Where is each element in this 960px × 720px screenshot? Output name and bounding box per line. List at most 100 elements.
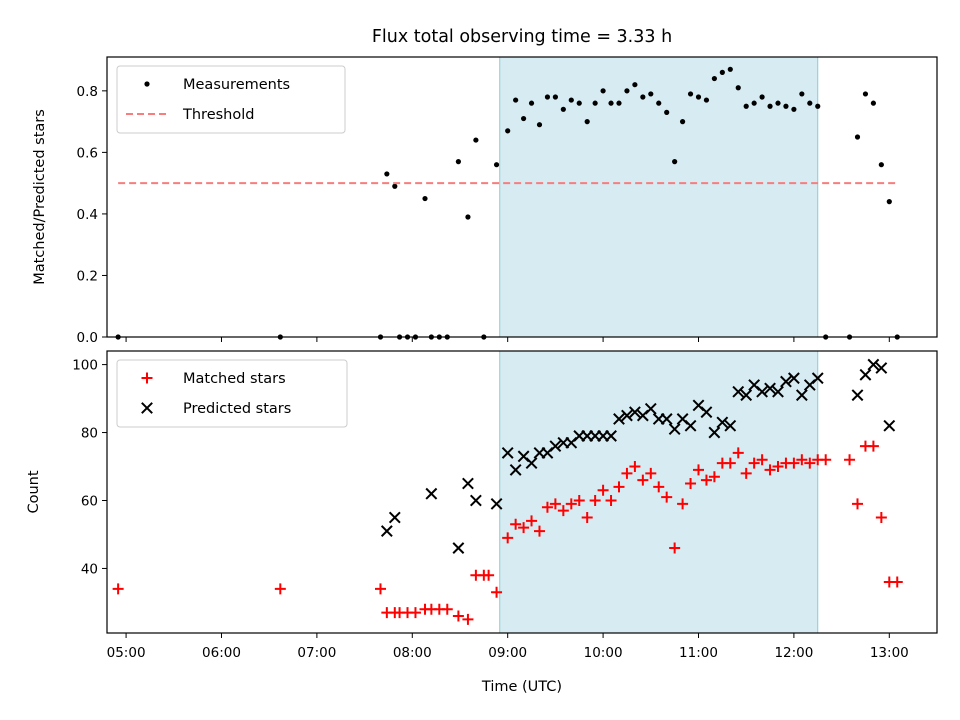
data-point [764, 382, 776, 395]
data-point [677, 498, 689, 510]
data-point [452, 542, 465, 554]
data-point [624, 88, 630, 94]
data-point [628, 406, 641, 419]
data-point [536, 122, 543, 128]
data-point [844, 454, 856, 466]
data-point [759, 94, 765, 100]
data-point [597, 484, 609, 496]
data-point [883, 419, 896, 432]
legend-marker [141, 372, 153, 384]
x-tick-label: 07:00 [297, 645, 336, 661]
data-point [787, 372, 800, 385]
legend: Measurements Threshold [116, 65, 346, 134]
data-point [708, 426, 721, 439]
data-point [811, 372, 824, 385]
data-point [756, 385, 769, 398]
data-point [661, 491, 673, 503]
data-point [462, 477, 474, 490]
data-point [573, 494, 585, 506]
data-point [867, 358, 880, 371]
data-point [589, 494, 601, 506]
data-point [565, 498, 577, 510]
data-point [274, 583, 286, 595]
y-tick-label: 100 [72, 358, 98, 374]
data-point [875, 511, 887, 523]
legend-label: Threshold [182, 107, 254, 123]
data-point [510, 518, 522, 530]
data-point [422, 195, 428, 202]
y-tick-label: 0.6 [77, 145, 98, 161]
data-point [791, 106, 797, 112]
data-point [645, 467, 657, 479]
data-point [700, 474, 712, 486]
data-point [687, 91, 694, 97]
x-tick-label: 05:00 [107, 645, 146, 661]
data-point [767, 103, 773, 109]
data-point [469, 494, 482, 507]
data-point [775, 100, 781, 106]
data-point [703, 97, 710, 103]
data-point [851, 498, 863, 510]
data-point [664, 109, 670, 115]
x-tick-label: 13:00 [870, 645, 909, 661]
y-tick-label: 0.8 [77, 84, 98, 100]
data-point [600, 88, 606, 94]
data-point [557, 505, 569, 517]
data-point [724, 457, 736, 469]
data-point [513, 97, 519, 103]
y-axis-label: Count [26, 470, 42, 513]
data-point [483, 569, 495, 581]
data-point [549, 498, 561, 510]
data-point [520, 115, 527, 122]
data-point [788, 457, 800, 469]
data-point [592, 100, 598, 106]
x-tick-label: 11:00 [679, 645, 718, 661]
data-point [374, 583, 386, 595]
y-tick-label: 0.4 [77, 207, 98, 223]
data-point [756, 454, 768, 466]
data-point [772, 461, 784, 473]
top-panel: 0.0 0.2 0.4 0.6 0.8 Matched/Predicted stars Fl… [32, 27, 938, 346]
data-point [708, 471, 720, 483]
data-point [751, 100, 757, 106]
data-point [584, 119, 590, 125]
series-predicted-stars [380, 358, 896, 554]
legend-label: Measurements [183, 77, 290, 93]
data-point [867, 440, 879, 452]
data-point [640, 94, 646, 100]
data-point [804, 457, 816, 469]
y-tick-label: 0.2 [77, 268, 98, 284]
legend-marker [144, 81, 150, 87]
data-point [441, 603, 453, 615]
data-point [796, 454, 808, 466]
data-point [886, 199, 892, 205]
data-point [576, 100, 582, 106]
axes-frame [106, 350, 938, 634]
data-point [629, 461, 641, 473]
data-point [669, 542, 681, 554]
x-tick-label: 08:00 [393, 645, 432, 661]
data-point [509, 464, 522, 476]
data-point [552, 94, 558, 100]
data-point [684, 419, 697, 432]
legend-box [116, 359, 348, 428]
data-point [608, 100, 614, 106]
data-point [724, 419, 737, 432]
data-point [621, 467, 633, 479]
x-tick-label: 09:00 [488, 645, 527, 661]
data-point [685, 478, 697, 490]
bottom-panel: 40 60 80 100 05:00 06:00 07:00 08:00 09:00 10:00 1… [26, 350, 938, 695]
data-point [533, 525, 545, 537]
data-point [388, 511, 401, 524]
data-point [605, 494, 617, 506]
data-point [549, 440, 562, 453]
legend-marker [141, 402, 153, 414]
data-point [613, 481, 625, 493]
data-point [560, 106, 566, 112]
data-point [820, 454, 832, 466]
data-point [668, 423, 681, 436]
chart-title: Flux total observing time = 3.33 h [372, 27, 672, 47]
y-tick-label: 60 [81, 493, 98, 509]
data-point [732, 447, 744, 459]
